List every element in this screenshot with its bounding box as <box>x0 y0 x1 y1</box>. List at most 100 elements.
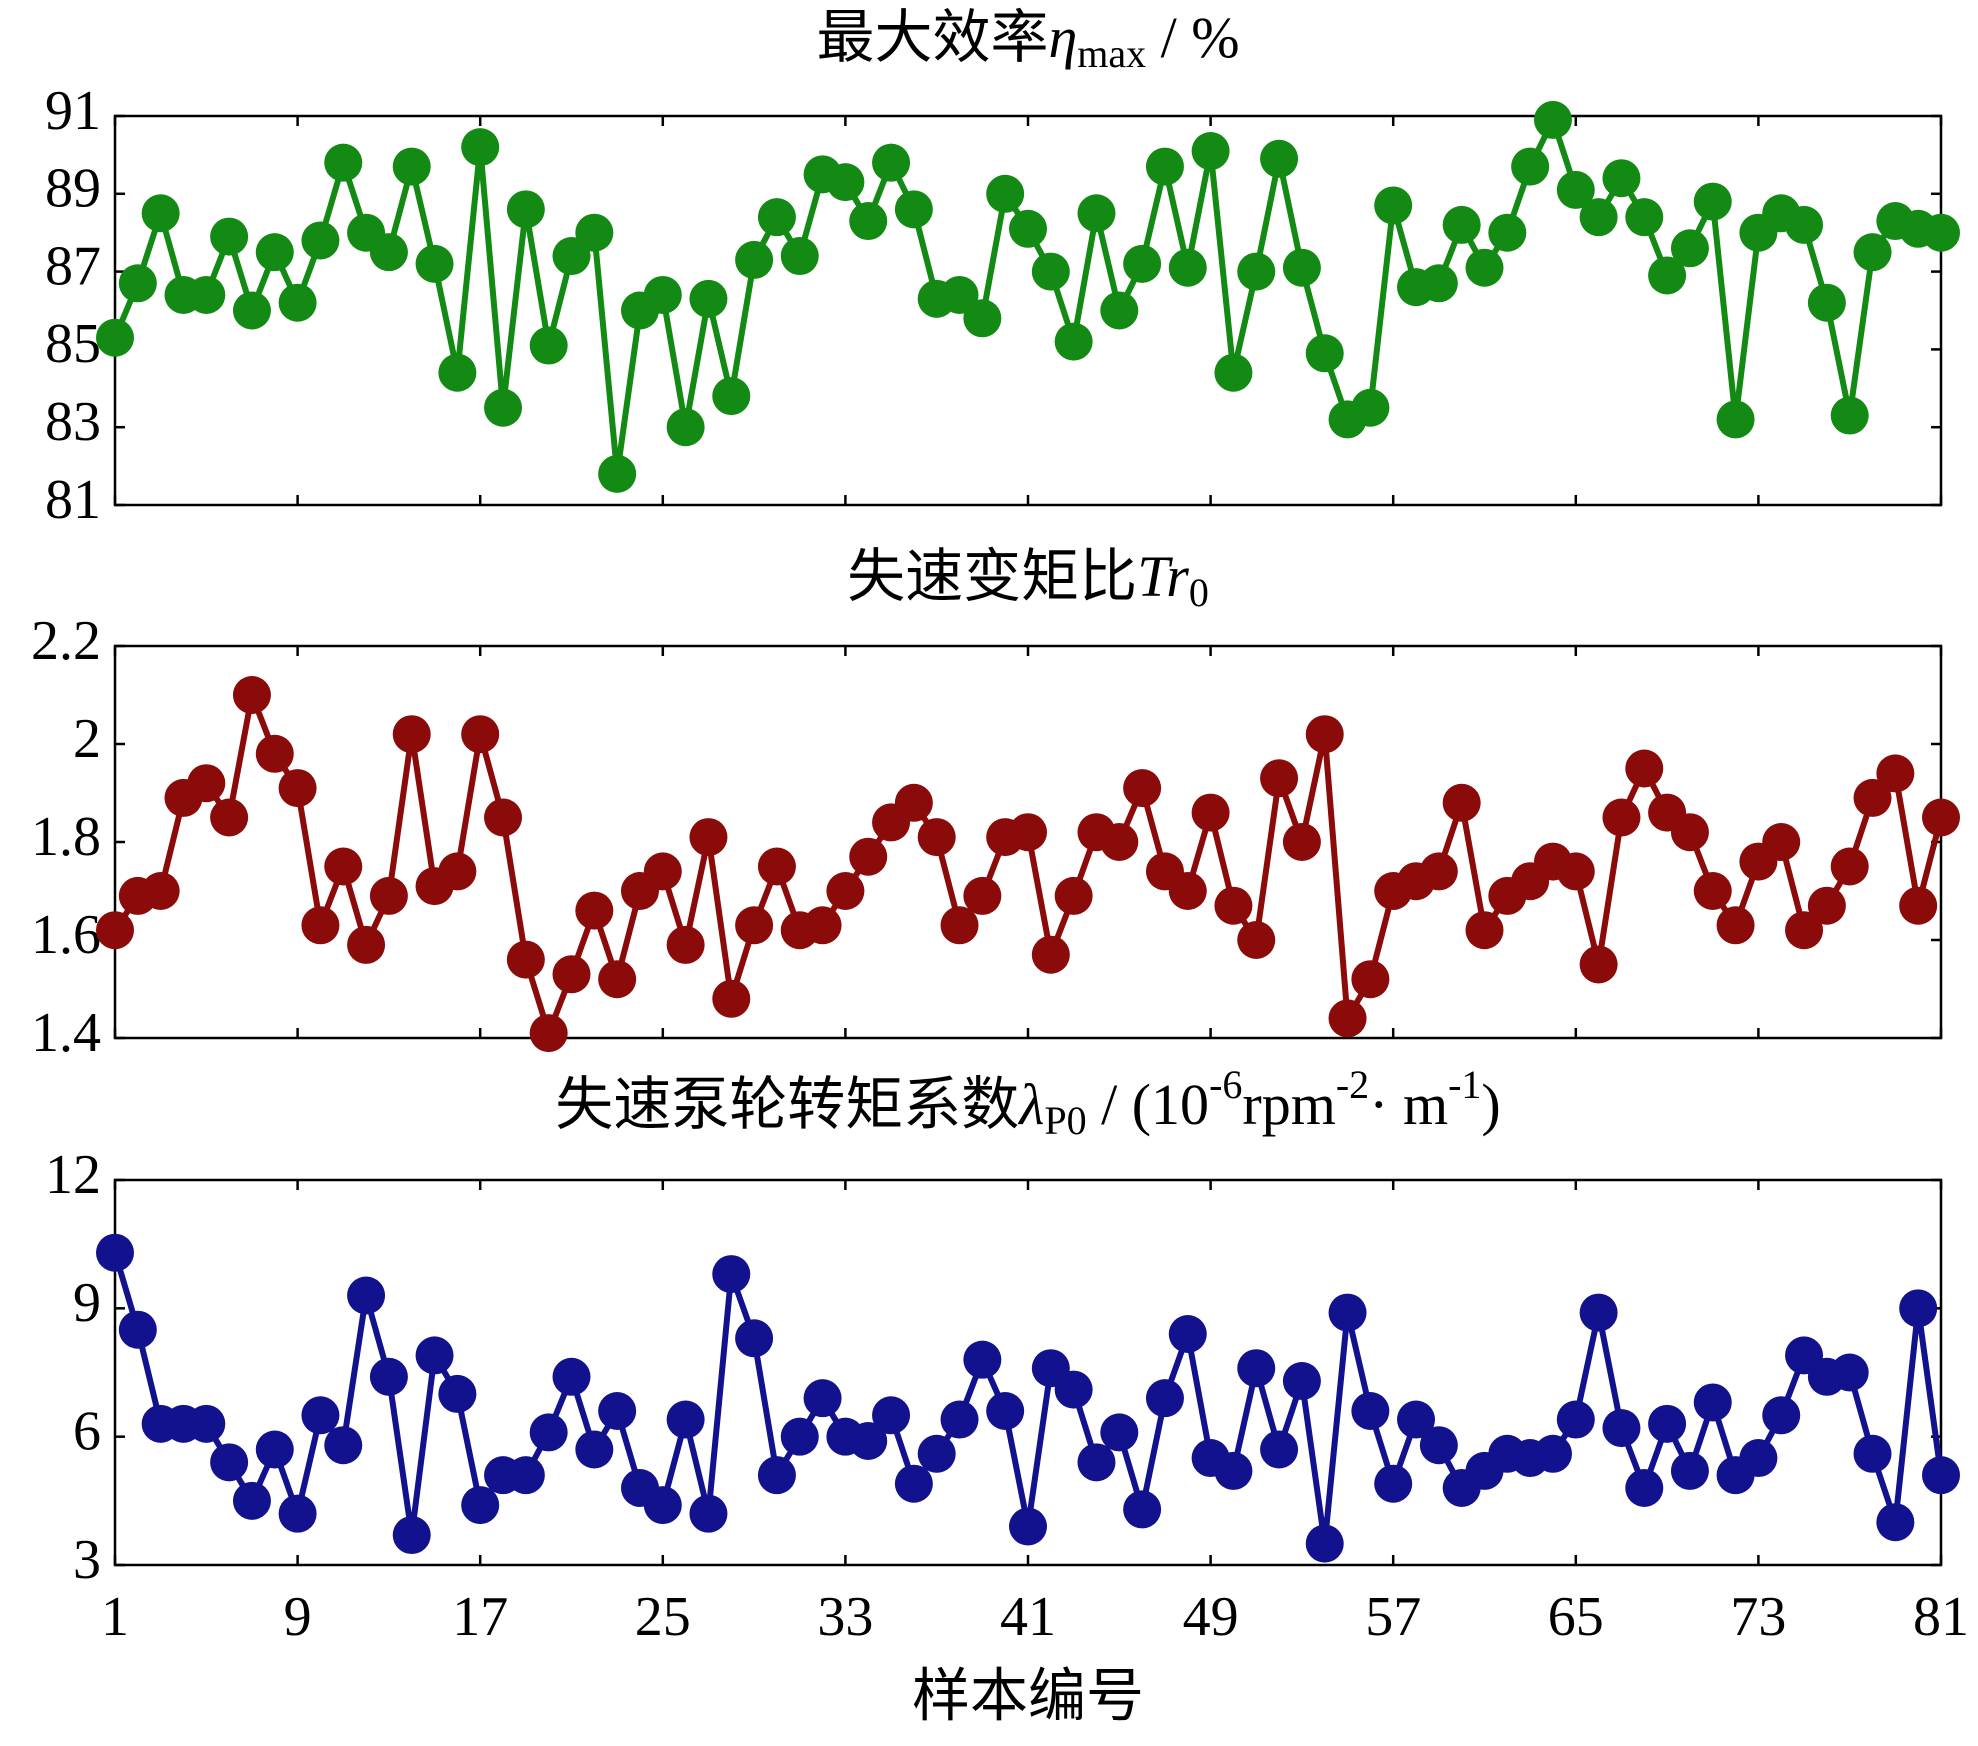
data-point <box>575 213 614 252</box>
data-point <box>1556 170 1595 209</box>
data-point <box>552 237 591 276</box>
data-point <box>666 1400 705 1439</box>
data-point <box>689 1494 728 1533</box>
title-part: / % <box>1146 5 1239 70</box>
data-point <box>1853 778 1892 817</box>
data-point <box>187 275 226 314</box>
y-tick-label: 2.2 <box>31 610 101 672</box>
x-tick-label: 25 <box>635 1586 691 1648</box>
data-point <box>1214 353 1253 392</box>
data-point <box>1214 886 1253 925</box>
title-part: 最大效率 <box>816 5 1048 70</box>
data-point <box>1397 1400 1436 1439</box>
data-point <box>1191 793 1230 832</box>
data-point <box>757 198 796 237</box>
data-point <box>986 174 1025 213</box>
data-point <box>347 925 386 964</box>
x-axis-label: 样本编号 <box>912 1663 1144 1728</box>
data-point <box>461 715 500 754</box>
data-point <box>118 264 157 303</box>
data-point <box>1579 198 1618 237</box>
x-tick-label: 81 <box>1913 1586 1969 1648</box>
data-point <box>187 1404 226 1443</box>
data-point <box>1648 1404 1687 1443</box>
data-point <box>278 283 317 322</box>
data-point <box>255 734 294 773</box>
data-point <box>1305 715 1344 754</box>
title-part: η <box>1048 5 1077 70</box>
data-point <box>1237 252 1276 291</box>
data-point <box>894 783 933 822</box>
data-point <box>1693 182 1732 221</box>
data-point <box>255 1430 294 1469</box>
data-point <box>438 852 477 891</box>
data-point <box>529 1014 568 1053</box>
data-point <box>1830 1353 1869 1392</box>
data-point <box>1533 1434 1572 1473</box>
data-point <box>1419 1426 1458 1465</box>
title-part: · m <box>1369 1072 1448 1137</box>
data-point <box>369 1357 408 1396</box>
data-point <box>1602 798 1641 837</box>
x-tick-label: 73 <box>1730 1586 1786 1648</box>
data-point <box>757 1456 796 1495</box>
y-tick-label: 83 <box>45 391 101 453</box>
data-point <box>1260 139 1299 178</box>
data-point <box>917 818 956 857</box>
data-point <box>643 1486 682 1525</box>
data-point <box>1670 1451 1709 1490</box>
data-point <box>1693 872 1732 910</box>
data-point <box>552 1357 591 1396</box>
data-point <box>963 299 1002 338</box>
data-point <box>1716 906 1755 945</box>
chart-title: 最大效率ηmax / % <box>816 5 1239 76</box>
data-point <box>1237 921 1276 959</box>
x-tick-label: 65 <box>1548 1586 1604 1648</box>
data-point <box>1876 754 1915 793</box>
data-point <box>643 852 682 891</box>
data-point <box>1853 233 1892 272</box>
y-tick-label: 85 <box>45 313 101 375</box>
data-point <box>940 906 979 945</box>
data-point <box>735 906 774 945</box>
data-point <box>1100 291 1139 330</box>
data-point <box>1305 1524 1344 1563</box>
title-part: P0 <box>1044 1098 1086 1143</box>
data-point <box>1556 852 1595 891</box>
data-point <box>232 676 271 714</box>
data-point <box>484 388 523 427</box>
chart-title: 失速变矩比Tr0 <box>847 544 1209 615</box>
data-point <box>575 891 614 930</box>
data-point <box>96 911 134 950</box>
title-part: rpm <box>1242 1072 1335 1137</box>
data-point <box>1260 1430 1299 1469</box>
y-tick-label: 91 <box>45 80 101 142</box>
data-point <box>529 1413 568 1452</box>
data-point <box>666 925 705 964</box>
data-point <box>689 818 728 857</box>
data-point <box>1077 1443 1116 1482</box>
data-point <box>1625 749 1664 788</box>
data-point <box>940 1400 979 1439</box>
data-point <box>1282 823 1321 861</box>
data-point <box>849 837 888 876</box>
title-part: max <box>1077 31 1146 76</box>
y-tick-label: 2 <box>73 708 101 770</box>
data-point <box>1168 248 1207 287</box>
data-point <box>369 876 408 915</box>
data-point <box>1762 823 1801 861</box>
data-point <box>415 1336 454 1375</box>
data-point <box>598 454 637 493</box>
data-point <box>1807 886 1846 925</box>
data-point <box>1077 194 1116 233</box>
data-point <box>1374 186 1413 225</box>
chart-title: 失速泵轮转矩系数λP0 / (10-6rpm-2· m-1) <box>555 1062 1501 1143</box>
data-point <box>1579 1293 1618 1332</box>
data-point <box>369 233 408 272</box>
data-point <box>506 1456 545 1495</box>
data-point <box>849 1421 888 1460</box>
data-point <box>392 147 431 186</box>
data-point <box>1716 400 1755 439</box>
title-part: 0 <box>1189 570 1209 615</box>
data-point <box>1145 147 1184 186</box>
